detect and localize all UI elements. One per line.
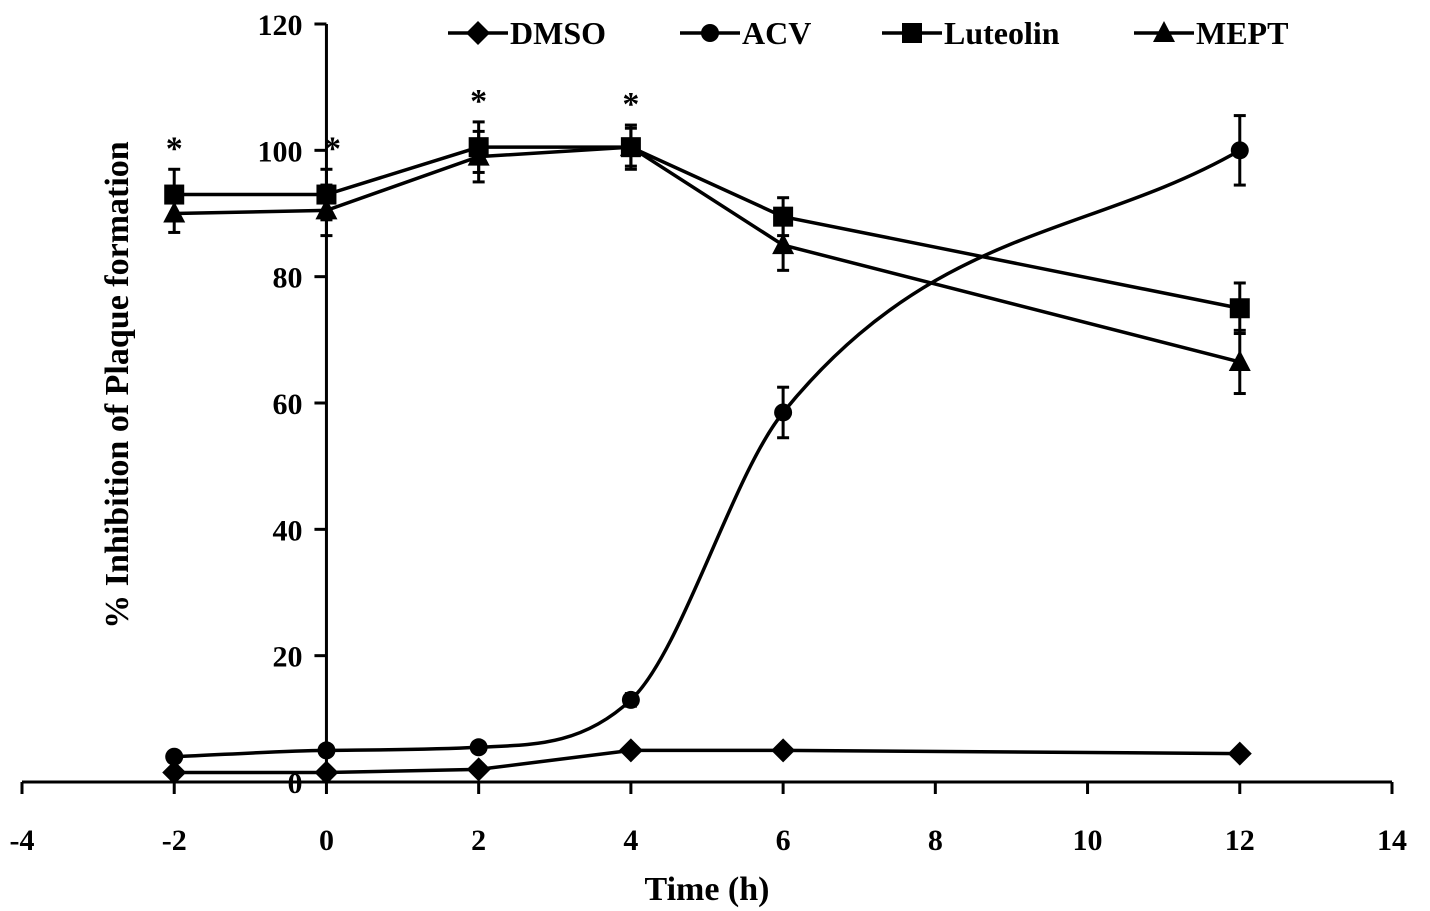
series-mept [163,126,1251,396]
data-point-dmso [314,760,339,785]
legend-marker [701,24,719,42]
y-axis-title: % Inhibition of Plaque formation [99,141,136,628]
x-tick-label: 8 [928,824,943,857]
x-tick-label: -4 [10,824,35,857]
y-tick-label: 120 [257,9,302,42]
series-acv [165,114,1249,766]
data-point-mept [619,135,642,157]
data-point-acv [317,741,336,760]
x-tick-label: 6 [776,824,791,857]
data-point-mept [772,233,795,255]
data-point-acv [621,690,640,709]
x-tick-label: 14 [1377,824,1407,857]
data-point-dmso [162,760,187,785]
data-point-mept [315,198,338,220]
data-point-acv [469,738,488,757]
legend-item-luteolin: Luteolin [882,15,1060,51]
y-tick-label: 40 [272,514,302,547]
legend-item-mept: MEPT [1134,15,1288,51]
legend-label: ACV [742,15,811,51]
legend-marker [902,23,922,43]
legend-marker [466,21,490,45]
y-tick-label: 80 [272,262,302,295]
legend-label: Luteolin [944,15,1060,51]
data-point-acv [774,403,793,422]
legend-item-acv: ACV [680,15,811,51]
data-point-mept [1228,349,1251,371]
data-point-luteolin [1229,298,1250,319]
legend-marker [1153,21,1175,42]
data-point-acv [1230,141,1249,160]
x-tick-label: -2 [162,824,187,857]
significance-marker: * [166,130,183,167]
data-point-dmso [771,738,796,763]
series-line-dmso [174,748,1240,775]
data-point-acv [165,747,184,766]
legend-label: MEPT [1196,15,1288,51]
series-line-acv [174,148,1241,759]
series-dmso [162,738,1252,785]
x-tick-label: 4 [623,824,638,857]
data-point-dmso [1227,741,1252,766]
y-tick-label: 0 [287,767,302,800]
x-axis-title: Time (h) [645,871,770,908]
data-point-luteolin [773,206,794,227]
significance-marker: * [622,86,639,123]
x-tick-label: 10 [1073,824,1103,857]
y-tick-label: 100 [257,135,302,168]
data-point-mept [163,201,186,223]
y-tick-label: 60 [272,388,302,421]
y-tick-label: 20 [272,641,302,674]
legend-label: DMSO [510,15,606,51]
x-tick-label: 12 [1225,824,1255,857]
data-point-dmso [466,757,491,782]
data-point-dmso [618,738,643,763]
series-line-mept [174,145,1241,364]
x-tick-label: 0 [319,824,334,857]
x-tick-label: 2 [471,824,486,857]
legend-item-dmso: DMSO [448,15,606,51]
significance-marker: * [324,130,341,167]
series-line-luteolin [174,145,1241,310]
significance-marker: * [470,83,487,120]
data-point-mept [467,144,490,166]
